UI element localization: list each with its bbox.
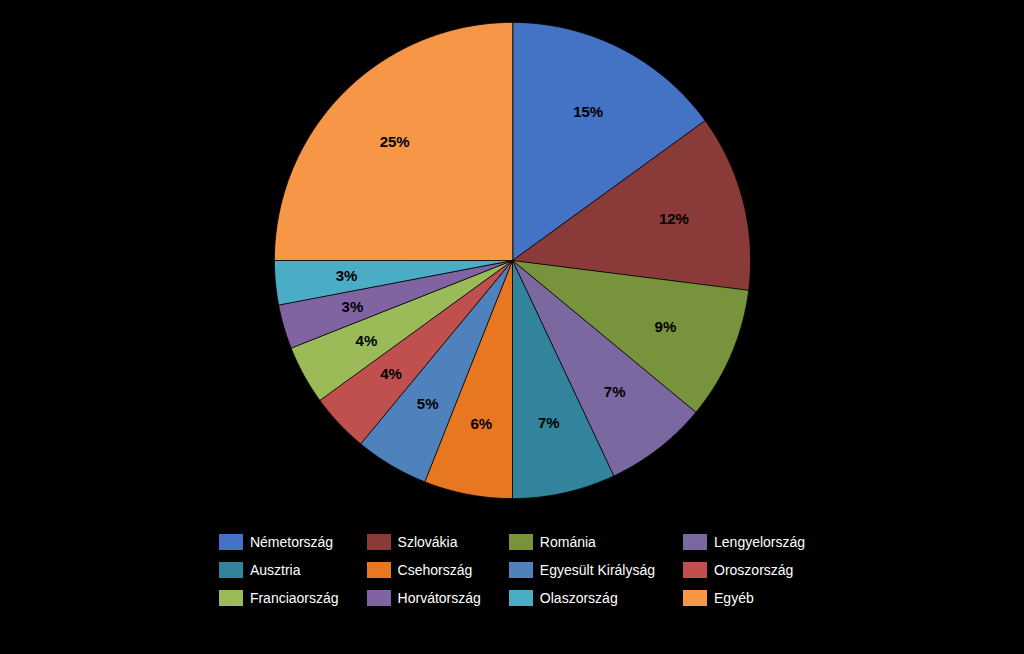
html-text:Horvátország: Horvátország [397,590,481,606]
html-text:Szlovákia: Szlovákia [397,534,458,550]
html-text:Románia: Románia [539,534,596,550]
svg-text:3%: 3% [336,267,358,284]
svg-text:4%: 4% [356,332,378,349]
svg-text:5%: 5% [417,395,439,412]
html-text:Ausztria: Ausztria [249,562,301,578]
svg-text:25%: 25% [380,133,410,150]
html-text:Egyesült Királyság: Egyesült Királyság [539,562,655,578]
svg-text:7%: 7% [604,383,626,400]
html-text:Franciaország: Franciaország [249,590,339,606]
html-text:Lengyelország: Lengyelország [714,534,806,550]
svg-text:12%: 12% [659,210,689,227]
svg-text:6%: 6% [470,415,492,432]
svg-text:9%: 9% [655,317,677,334]
html-text:Oroszország: Oroszország [714,562,794,578]
html-text:Egyéb: Egyéb [714,590,754,606]
svg-text:3%: 3% [342,298,364,315]
svg-text:7%: 7% [538,414,560,431]
html-text:Olaszország: Olaszország [539,590,618,606]
svg-text:4%: 4% [380,365,402,382]
svg-text:15%: 15% [573,103,603,120]
html-text:Németország: Németország [249,534,334,550]
html-text:Csehország: Csehország [397,562,473,578]
